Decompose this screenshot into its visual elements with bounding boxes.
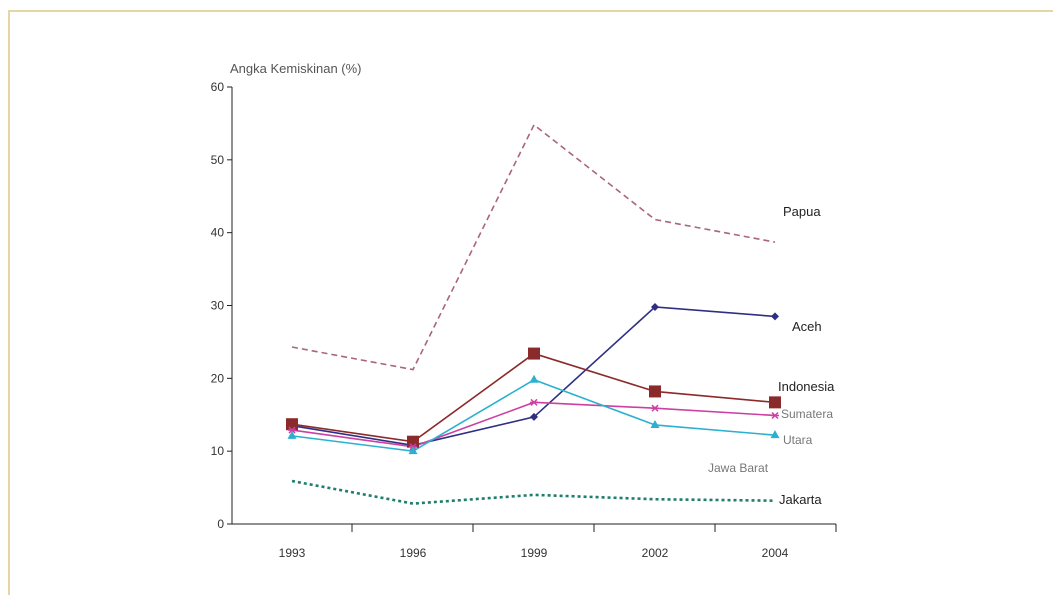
data-point-indonesia bbox=[649, 385, 661, 398]
data-point-indonesia bbox=[769, 396, 781, 409]
axes: 0 10 20 30 40 50 60 1993 1996 1999 2002 2004 bbox=[211, 80, 837, 560]
chart-frame bbox=[8, 10, 1053, 595]
series-label-papua: Papua bbox=[783, 204, 821, 219]
y-tick-label: 40 bbox=[211, 226, 225, 240]
data-point-utara bbox=[408, 446, 418, 455]
annotation-label: Jawa Barat bbox=[708, 461, 769, 475]
data-point-sumatera bbox=[651, 404, 659, 412]
series-line-sumatera bbox=[291, 401, 776, 448]
y-axis-label: Angka Kemiskinan (%) bbox=[230, 61, 362, 76]
data-point-aceh bbox=[530, 412, 538, 421]
x-tick-label: 2002 bbox=[642, 546, 669, 560]
x-tick-label: 1996 bbox=[400, 546, 427, 560]
x-tick-label: 1999 bbox=[521, 546, 548, 560]
series-label-indonesia: Indonesia bbox=[778, 379, 835, 394]
x-tick-label: 2004 bbox=[762, 546, 789, 560]
data-point-utara bbox=[287, 430, 297, 439]
y-tick-label: 60 bbox=[211, 80, 225, 94]
x-tick-label: 1993 bbox=[279, 546, 306, 560]
data-point-sumatera bbox=[530, 398, 538, 406]
series-label-utara: Utara bbox=[783, 433, 813, 447]
data-point-indonesia bbox=[528, 347, 540, 360]
series-label-aceh: Aceh bbox=[792, 319, 822, 334]
series-label-jakarta: Jakarta bbox=[779, 492, 822, 507]
data-point-utara bbox=[650, 419, 660, 428]
series-markers bbox=[286, 302, 781, 455]
y-tick-label: 30 bbox=[211, 299, 225, 313]
series-label-sumatera: Sumatera bbox=[781, 407, 833, 421]
data-point-indonesia bbox=[286, 418, 298, 431]
y-tick-label: 50 bbox=[211, 153, 225, 167]
data-point-utara bbox=[529, 374, 539, 383]
series-line-jakarta bbox=[291, 479, 776, 505]
data-point-utara bbox=[770, 430, 780, 439]
data-point-aceh bbox=[771, 312, 779, 321]
series-lines bbox=[291, 123, 776, 505]
series-labels: Papua Aceh Indonesia Sumatera Utara Jakarta Ja… bbox=[708, 204, 835, 507]
data-point-aceh bbox=[651, 302, 659, 311]
series-line-papua bbox=[291, 123, 776, 371]
data-point-sumatera bbox=[288, 426, 296, 434]
data-point-sumatera bbox=[771, 411, 779, 420]
y-tick-label: 0 bbox=[217, 517, 224, 531]
y-tick-label: 10 bbox=[211, 444, 225, 458]
y-tick-label: 20 bbox=[211, 371, 225, 385]
